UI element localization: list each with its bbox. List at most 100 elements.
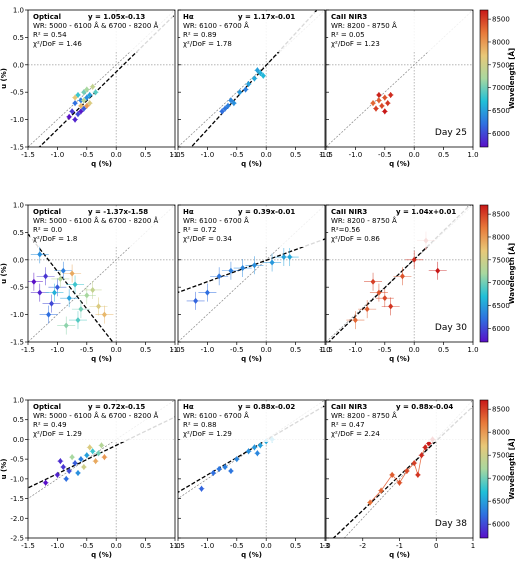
- x-tick-label: -1: [396, 542, 403, 550]
- panel-frame: [325, 9, 474, 148]
- fit-line: [332, 405, 473, 538]
- point-marker: [382, 108, 388, 115]
- point-marker: [257, 70, 263, 77]
- x-tick-label: -0.5: [80, 151, 94, 159]
- point-marker: [46, 311, 52, 318]
- y-tick-label: -1.0: [10, 475, 24, 483]
- point-marker: [84, 94, 90, 101]
- x-tick-label: -1.0: [51, 151, 65, 159]
- point-marker: [246, 448, 252, 455]
- x-tick-label: 0.0: [261, 542, 272, 550]
- panel-plot-area: [326, 10, 473, 147]
- data-point: [372, 105, 379, 112]
- x-tick-label: -0.5: [378, 151, 392, 159]
- point-marker: [75, 91, 81, 98]
- r-squared: R² = 0.49: [33, 421, 67, 429]
- r-squared: R² = 0.72: [183, 226, 217, 234]
- point-marker: [78, 306, 84, 313]
- data-point: [72, 116, 79, 123]
- y-axis-label: u (%): [0, 459, 8, 480]
- y-tick-label: -2.0: [10, 515, 24, 523]
- point-marker: [101, 454, 107, 461]
- y-tick-label: 0.5: [13, 229, 24, 237]
- chi-squared: χ²/DoF = 1.23: [331, 40, 380, 48]
- point-marker: [54, 284, 60, 291]
- data-point: [405, 250, 424, 269]
- panel-plot-area: [28, 10, 175, 147]
- panel-2-3: -1.5 -1.0 -0.5 0.0 0.5 1.0 q (%) CaII NIR3 y = 1…: [319, 204, 479, 363]
- fit-line: [28, 416, 175, 489]
- point-marker: [234, 456, 240, 463]
- point-marker: [222, 105, 228, 112]
- point-marker: [370, 278, 376, 285]
- point-marker: [373, 105, 379, 112]
- x-tick-label: 1.0: [319, 151, 330, 159]
- data-point: [263, 253, 282, 272]
- y-tick-label: 0.5: [13, 416, 24, 424]
- data-point: [63, 264, 82, 283]
- colorbar-tick-label: 8000: [492, 38, 510, 46]
- point-marker: [399, 273, 405, 280]
- point-marker: [90, 286, 96, 293]
- x-tick-label: 0.5: [438, 346, 449, 354]
- point-marker: [93, 89, 99, 96]
- point-marker: [75, 469, 81, 476]
- point-marker: [69, 108, 75, 115]
- y-tick-label: 0.0: [13, 61, 24, 69]
- x-tick-label: 0.0: [111, 542, 122, 550]
- data-point: [389, 471, 396, 478]
- data-point: [68, 311, 87, 330]
- data-point: [219, 108, 226, 115]
- colorbar-tick-label: 7500: [492, 452, 510, 460]
- y-tick-label: -1.5: [10, 339, 24, 347]
- point-marker: [78, 108, 84, 115]
- point-marker: [382, 94, 388, 101]
- chi-squared: χ²/DoF = 1.46: [33, 40, 82, 48]
- panel-1-2: -1.5 -1.0 -0.5 0.0 0.5 1.0 q (%) Hα y = 1.17x-0.…: [171, 9, 331, 168]
- wavelength-range: WR: 5000 - 6100 Å & 6700 - 8200 Å: [33, 216, 159, 225]
- x-axis-label: q (%): [241, 160, 262, 168]
- point-marker: [60, 267, 66, 274]
- data-point: [69, 454, 76, 461]
- wavelength-range: WR: 8200 - 8750 Å: [331, 216, 397, 225]
- x-tick-label: 0.0: [261, 346, 272, 354]
- data-point: [95, 305, 114, 324]
- chart-row-2: u (%)-1.5 -1.0 -0.5 0.0 0.5 1.0q (%)-1.5-1.0-…: [0, 202, 516, 364]
- data-point: [251, 75, 258, 82]
- point-marker: [99, 442, 104, 449]
- x-tick-label: 1.0: [467, 346, 478, 354]
- x-tick-label: 0.5: [140, 346, 151, 354]
- panel-title: Hα: [183, 208, 194, 216]
- data-point: [381, 297, 400, 316]
- data-point: [198, 283, 217, 302]
- point-marker: [419, 452, 425, 459]
- data-point: [66, 467, 73, 474]
- panel-title: CaII NIR3: [331, 403, 367, 411]
- x-tick-label: -3: [323, 542, 330, 550]
- data-point: [245, 448, 252, 455]
- panel-1-1: -1.5 -1.0 -0.5 0.0 0.5 1.0 q (%) -1.5 -1.0 -0.5 0.…: [10, 7, 180, 169]
- panel-title: Optical: [33, 403, 61, 411]
- data-point: [83, 280, 102, 299]
- point-marker: [388, 91, 394, 98]
- point-marker: [54, 471, 60, 478]
- point-marker: [415, 471, 421, 478]
- data-point: [233, 456, 240, 463]
- colorbar-tick-label: 7000: [492, 84, 510, 92]
- point-marker: [385, 100, 391, 107]
- y-tick-label: -0.5: [10, 89, 24, 97]
- point-marker: [69, 270, 75, 277]
- panel-3-3: -3 -2 -1 0 1 q (%) CaII NIR3 y = 0.88x-0.04WR: …: [323, 399, 475, 559]
- data-point: [378, 102, 385, 109]
- point-marker: [63, 322, 69, 329]
- panel-frame: [27, 399, 176, 539]
- day-label: Day 38: [435, 519, 467, 529]
- point-marker: [66, 467, 72, 474]
- data-point: [39, 305, 58, 324]
- day-label-background: [425, 515, 467, 530]
- annotation-background: [30, 207, 173, 247]
- data-point: [257, 70, 264, 77]
- point-marker: [78, 456, 84, 463]
- colorbar: 6000 6500 7000 7500 8000 8500 Wavelength [Å]: [479, 399, 516, 539]
- point-marker: [66, 113, 72, 120]
